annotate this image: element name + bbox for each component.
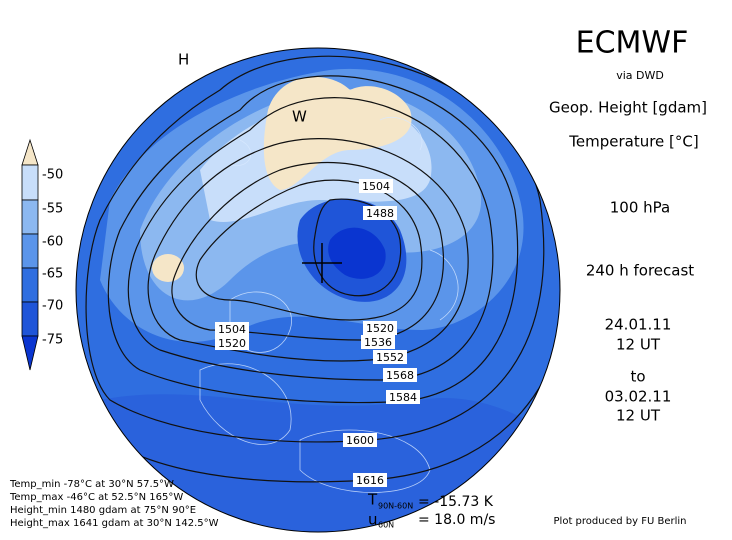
globe-outline: [75, 47, 561, 533]
header: ECMWF via DWD Geop. Height [gdam] Temper…: [549, 26, 707, 425]
contour-label: 1536: [364, 336, 392, 349]
index-symbol: T: [367, 491, 378, 509]
stat-line: Temp_max -46°C at 52.5°N 165°W: [9, 492, 183, 503]
credit: Plot produced by FU Berlin: [554, 516, 687, 527]
to: to: [630, 368, 645, 386]
legend-swatch: [21, 267, 39, 303]
legend-label: -55: [42, 202, 63, 217]
contour-label-box: [215, 336, 249, 350]
contour-label-box: [361, 335, 395, 349]
contour-label-box: [343, 433, 377, 447]
warm-area: [263, 76, 412, 190]
legend-swatch: [21, 138, 39, 166]
contour-label-box: [359, 179, 393, 193]
level: 100 hPa: [610, 199, 670, 217]
title: ECMWF: [576, 26, 689, 61]
contour-label-box: [386, 390, 420, 404]
legend-swatch: [21, 164, 39, 201]
contour-line: [107, 75, 519, 404]
legend: -50 -55 -60 -65 -70 -75: [21, 138, 63, 371]
contour-label-box: [353, 473, 387, 487]
index-range: 90N-60N: [378, 502, 413, 511]
contour-label-box: [363, 206, 397, 220]
legend-label: -75: [42, 333, 63, 348]
map-label: H: [178, 51, 189, 69]
contour-label: 1504: [218, 323, 246, 336]
legend-label: -65: [42, 267, 63, 282]
legend-label: -60: [42, 235, 63, 250]
contour-label: 1552: [376, 351, 404, 364]
contour-line: [147, 138, 469, 362]
parameter: Temperature [°C]: [568, 133, 698, 151]
contour-label: 1488: [366, 207, 394, 220]
stats: Temp_min -78°C at 30°N 57.5°W Temp_max -…: [9, 479, 219, 529]
legend-label: -70: [42, 299, 63, 314]
warm-area: [152, 254, 184, 282]
contour-labels: 1504148815041520152015361552156815841600…: [215, 179, 420, 487]
parameter: Geop. Height [gdam]: [549, 99, 707, 117]
contour-label: 1600: [346, 434, 374, 447]
contour-label: 1584: [389, 391, 417, 404]
start-time: 12 UT: [616, 336, 661, 354]
contour-label: 1616: [356, 474, 384, 487]
contour-label: 1504: [362, 180, 390, 193]
contour-line: [195, 179, 423, 321]
stat-line: Temp_min -78°C at 30°N 57.5°W: [9, 479, 174, 490]
stat-line: Height_min 1480 gdam at 75°N 90°E: [10, 505, 196, 516]
contour-label-box: [383, 368, 417, 382]
index-value: = -15.73 K: [418, 494, 494, 510]
start-date: 24.01.11: [605, 316, 672, 334]
source: via DWD: [616, 69, 664, 82]
legend-swatch: [21, 233, 39, 269]
indices: T 90N-60N = -15.73 K u 60N = 18.0 m/s: [367, 491, 495, 530]
globe: [76, 48, 560, 532]
legend-swatch: [21, 199, 39, 235]
contour-label: 1520: [218, 337, 246, 350]
contour-label: 1568: [386, 369, 414, 382]
legend-label: -50: [42, 168, 63, 183]
contour-line: [171, 161, 445, 341]
map-label: W: [292, 108, 307, 126]
contour-line: [127, 97, 494, 381]
stat-line: Height_max 1641 gdam at 30°N 142.5°W: [10, 518, 219, 529]
cold-core: [328, 227, 386, 279]
contour-label-box: [373, 350, 407, 364]
index-range: 60N: [378, 521, 394, 530]
end-time: 12 UT: [616, 407, 661, 425]
forecast: 240 h forecast: [586, 262, 694, 280]
index-value: = 18.0 m/s: [418, 512, 495, 528]
contour-label-box: [215, 322, 249, 336]
index-symbol: u: [368, 511, 378, 529]
contour-label-box: [363, 321, 397, 335]
pole-marker: [302, 243, 342, 283]
contour-label: 1520: [366, 322, 394, 335]
legend-swatch: [21, 301, 39, 337]
end-date: 03.02.11: [605, 388, 672, 406]
legend-swatch: [21, 335, 39, 371]
